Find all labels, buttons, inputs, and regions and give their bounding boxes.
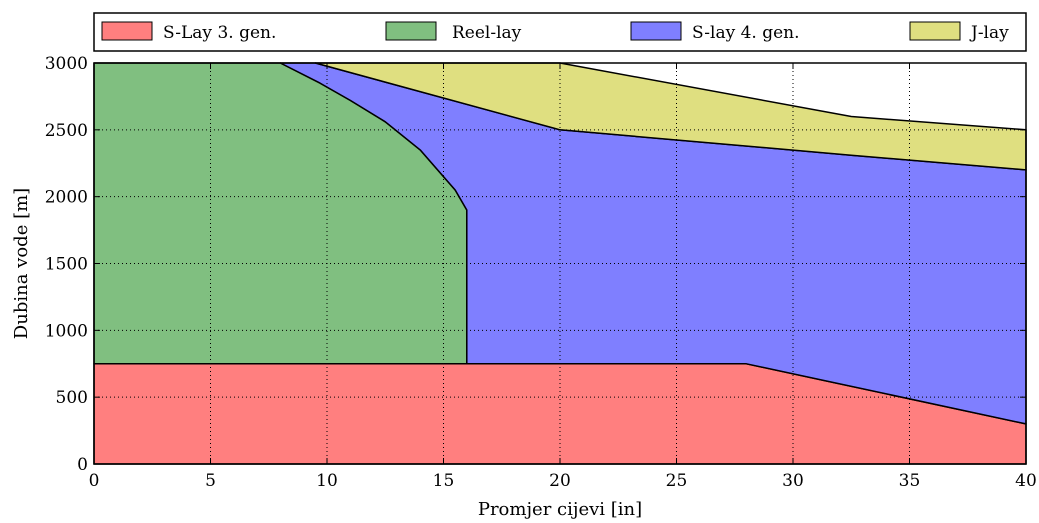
legend-label-s-lay-3-gen: S-Lay 3. gen. xyxy=(163,23,276,43)
x-tick-label: 15 xyxy=(433,471,455,491)
y-tick-label: 2500 xyxy=(45,121,88,141)
legend-label-s-lay-4-gen: S-lay 4. gen. xyxy=(692,23,800,43)
legend-swatch-s-lay-4-gen xyxy=(630,21,682,41)
x-tick-label: 35 xyxy=(899,471,921,491)
grid-layer xyxy=(94,63,1026,464)
y-axis-label: Dubina vode [m] xyxy=(11,188,32,339)
legend: S-Lay 3. gen. Reel-lay S-lay 4. gen. J-lay xyxy=(93,12,1027,52)
legend-swatch-s-lay-3-gen xyxy=(101,21,153,41)
y-tick-label: 1500 xyxy=(45,255,88,275)
legend-label-reel-lay: Reel-lay xyxy=(452,23,522,43)
legend-swatch-reel-lay xyxy=(385,21,437,41)
y-tick-label: 0 xyxy=(77,455,88,475)
x-tick-label: 25 xyxy=(666,471,688,491)
area-layer xyxy=(93,62,1027,465)
legend-label-j-lay: J-lay xyxy=(969,23,1009,43)
x-tick-label: 10 xyxy=(316,471,338,491)
x-tick-label: 20 xyxy=(549,471,571,491)
y-tick-label: 1000 xyxy=(45,321,88,341)
x-tick-label: 30 xyxy=(782,471,804,491)
x-tick-label: 5 xyxy=(205,471,216,491)
x-tick-label: 0 xyxy=(89,471,100,491)
tick-layer: 0 5 10 15 20 25 30 35 40 0 500 1000 1500 2000 2500 3000 xyxy=(45,54,1037,491)
legend-swatch-j-lay xyxy=(909,21,961,41)
y-tick-label: 500 xyxy=(56,388,88,408)
x-axis-label: Promjer cijevi [in] xyxy=(478,499,642,520)
y-tick-label: 2000 xyxy=(45,188,88,208)
y-tick-label: 3000 xyxy=(45,54,88,74)
x-tick-label: 40 xyxy=(1015,471,1037,491)
legend-box xyxy=(93,12,1027,52)
